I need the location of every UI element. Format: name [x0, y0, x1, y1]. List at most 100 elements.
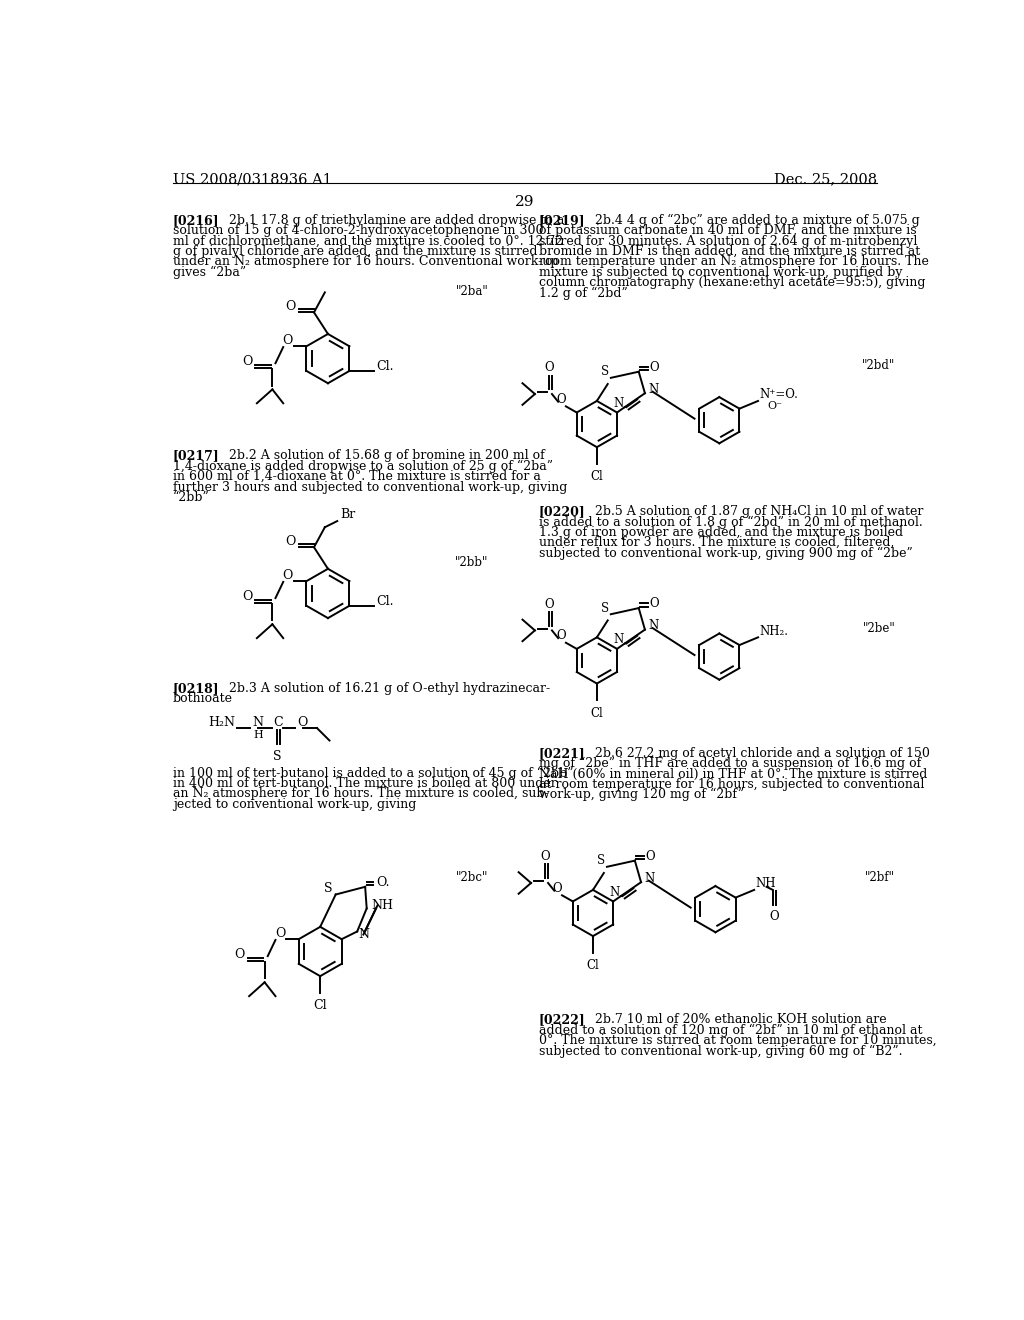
Text: 2b.1 17.8 g of triethylamine are added dropwise to a: 2b.1 17.8 g of triethylamine are added d…: [213, 214, 564, 227]
Text: O⁻: O⁻: [767, 400, 782, 411]
Text: [0218]: [0218]: [173, 682, 219, 696]
Text: subjected to conventional work-up, giving 900 mg of “2be”: subjected to conventional work-up, givin…: [539, 546, 912, 560]
Text: H₂N: H₂N: [208, 717, 234, 730]
Text: O: O: [243, 355, 253, 368]
Text: room temperature under an N₂ atmosphere for 16 hours. The: room temperature under an N₂ atmosphere …: [539, 256, 929, 268]
Text: O: O: [553, 882, 562, 895]
Text: under reflux for 3 hours. The mixture is cooled, filtered,: under reflux for 3 hours. The mixture is…: [539, 536, 894, 549]
Text: further 3 hours and subjected to conventional work-up, giving: further 3 hours and subjected to convent…: [173, 480, 567, 494]
Text: "2be": "2be": [862, 622, 895, 635]
Text: gives “2ba”: gives “2ba”: [173, 265, 246, 279]
Text: 2b.4 4 g of “2bc” are added to a mixture of 5.075 g: 2b.4 4 g of “2bc” are added to a mixture…: [579, 214, 920, 227]
Text: mg of “2be” in THF are added to a suspension of 16.6 mg of: mg of “2be” in THF are added to a suspen…: [539, 758, 921, 771]
Text: O: O: [556, 630, 566, 643]
Text: Cl: Cl: [591, 706, 603, 719]
Text: at room temperature for 16 hours, subjected to conventional: at room temperature for 16 hours, subjec…: [539, 777, 924, 791]
Text: in 400 ml of tert-butanol. The mixture is boiled at 800 under: in 400 ml of tert-butanol. The mixture i…: [173, 777, 557, 791]
Text: bromide in DMF is then added, and the mixture is stirred at: bromide in DMF is then added, and the mi…: [539, 246, 920, 257]
Text: added to a solution of 120 mg of “2bf” in 10 ml of ethanol at: added to a solution of 120 mg of “2bf” i…: [539, 1023, 923, 1036]
Text: in 100 ml of tert-butanol is added to a solution of 45 g of “2bb”: in 100 ml of tert-butanol is added to a …: [173, 767, 573, 780]
Text: 1.2 g of “2bd”: 1.2 g of “2bd”: [539, 286, 628, 300]
Text: O: O: [243, 590, 253, 603]
Text: "2bd": "2bd": [862, 359, 895, 372]
Text: S: S: [324, 882, 332, 895]
Text: solution of 15 g of 4-chloro-2-hydroxyacetophenone in 300: solution of 15 g of 4-chloro-2-hydroxyac…: [173, 224, 544, 238]
Text: 2b.5 A solution of 1.87 g of NH₄Cl in 10 ml of water: 2b.5 A solution of 1.87 g of NH₄Cl in 10…: [579, 506, 924, 517]
Text: O: O: [297, 717, 307, 730]
Text: O: O: [283, 569, 293, 582]
Text: N: N: [648, 383, 658, 396]
Text: 2b.7 10 ml of 20% ethanolic KOH solution are: 2b.7 10 ml of 20% ethanolic KOH solution…: [579, 1014, 887, 1026]
Text: H: H: [254, 730, 263, 741]
Text: 2b.2 A solution of 15.68 g of bromine in 200 ml of: 2b.2 A solution of 15.68 g of bromine in…: [213, 449, 545, 462]
Text: N: N: [648, 619, 658, 632]
Text: [0217]: [0217]: [173, 449, 220, 462]
Text: O: O: [283, 334, 293, 347]
Text: [0222]: [0222]: [539, 1014, 586, 1026]
Text: 2b.3 A solution of 16.21 g of O-ethyl hydrazinecar-: 2b.3 A solution of 16.21 g of O-ethyl hy…: [213, 682, 550, 696]
Text: bothioate: bothioate: [173, 693, 232, 705]
Text: O: O: [540, 850, 550, 863]
Text: Cl: Cl: [591, 470, 603, 483]
Text: N: N: [613, 397, 624, 409]
Text: work-up, giving 120 mg of “2bf”: work-up, giving 120 mg of “2bf”: [539, 788, 743, 801]
Text: [0221]: [0221]: [539, 747, 586, 760]
Text: g of pivalyl chloride are added, and the mixture is stirred: g of pivalyl chloride are added, and the…: [173, 246, 538, 257]
Text: S: S: [600, 602, 608, 615]
Text: "2ba": "2ba": [456, 285, 488, 298]
Text: S: S: [597, 854, 605, 867]
Text: N: N: [613, 634, 624, 647]
Text: column chromatography (hexane:ethyl acetate=95:5), giving: column chromatography (hexane:ethyl acet…: [539, 276, 926, 289]
Text: S: S: [600, 366, 608, 379]
Text: N: N: [358, 928, 370, 941]
Text: “2bb”: “2bb”: [173, 491, 210, 504]
Text: [0219]: [0219]: [539, 214, 586, 227]
Text: "2bf": "2bf": [865, 871, 895, 883]
Text: 1,4-dioxane is added dropwise to a solution of 25 g of “2ba”: 1,4-dioxane is added dropwise to a solut…: [173, 459, 553, 473]
Text: mixture is subjected to conventional work-up, purified by: mixture is subjected to conventional wor…: [539, 265, 902, 279]
Text: Cl: Cl: [587, 960, 599, 973]
Text: of potassium carbonate in 40 ml of DMF, and the mixture is: of potassium carbonate in 40 ml of DMF, …: [539, 224, 916, 238]
Text: O.: O.: [376, 875, 389, 888]
Text: NH₂.: NH₂.: [760, 624, 788, 638]
Text: NH: NH: [372, 899, 393, 912]
Text: "2bb": "2bb": [455, 557, 488, 569]
Text: O: O: [274, 927, 286, 940]
Text: O: O: [544, 598, 554, 611]
Text: in 600 ml of 1,4-dioxane at 0°. The mixture is stirred for a: in 600 ml of 1,4-dioxane at 0°. The mixt…: [173, 470, 541, 483]
Text: O: O: [556, 393, 566, 407]
Text: 2b.6 27.2 mg of acetyl chloride and a solution of 150: 2b.6 27.2 mg of acetyl chloride and a so…: [579, 747, 930, 760]
Text: N⁺=O.: N⁺=O.: [760, 388, 799, 401]
Text: ml of dichloromethane, and the mixture is cooled to 0°. 12.72: ml of dichloromethane, and the mixture i…: [173, 235, 563, 248]
Text: O: O: [649, 597, 659, 610]
Text: jected to conventional work-up, giving: jected to conventional work-up, giving: [173, 797, 417, 810]
Text: N: N: [644, 871, 654, 884]
Text: [0216]: [0216]: [173, 214, 219, 227]
Text: Cl.: Cl.: [376, 594, 393, 607]
Text: US 2008/0318936 A1: US 2008/0318936 A1: [173, 173, 332, 186]
Text: O: O: [769, 909, 779, 923]
Text: Br: Br: [340, 508, 355, 521]
Text: C: C: [273, 717, 284, 730]
Text: subjected to conventional work-up, giving 60 mg of “B2”.: subjected to conventional work-up, givin…: [539, 1044, 902, 1057]
Text: 29: 29: [515, 195, 535, 210]
Text: N: N: [609, 886, 620, 899]
Text: 0°. The mixture is stirred at room temperature for 10 minutes,: 0°. The mixture is stirred at room tempe…: [539, 1034, 936, 1047]
Text: O: O: [649, 360, 659, 374]
Text: under an N₂ atmosphere for 16 hours. Conventional work-up: under an N₂ atmosphere for 16 hours. Con…: [173, 256, 558, 268]
Text: Cl: Cl: [313, 999, 327, 1012]
Text: is added to a solution of 1.8 g of “2bd” in 20 ml of methanol.: is added to a solution of 1.8 g of “2bd”…: [539, 515, 923, 528]
Text: stirred for 30 minutes. A solution of 2.64 g of m-nitrobenzyl: stirred for 30 minutes. A solution of 2.…: [539, 235, 918, 248]
Text: an N₂ atmosphere for 16 hours. The mixture is cooled, sub-: an N₂ atmosphere for 16 hours. The mixtu…: [173, 788, 549, 800]
Text: O: O: [544, 362, 554, 375]
Text: O: O: [286, 300, 296, 313]
Text: 1.3 g of iron powder are added, and the mixture is boiled: 1.3 g of iron powder are added, and the …: [539, 525, 903, 539]
Text: O: O: [646, 850, 655, 862]
Text: NaH (60% in mineral oil) in THF at 0°. The mixture is stirred: NaH (60% in mineral oil) in THF at 0°. T…: [539, 767, 927, 780]
Text: S: S: [272, 750, 281, 763]
Text: O: O: [286, 535, 296, 548]
Text: Dec. 25, 2008: Dec. 25, 2008: [773, 173, 877, 186]
Text: Cl.: Cl.: [376, 360, 393, 372]
Text: N: N: [252, 717, 263, 730]
Text: O: O: [234, 948, 245, 961]
